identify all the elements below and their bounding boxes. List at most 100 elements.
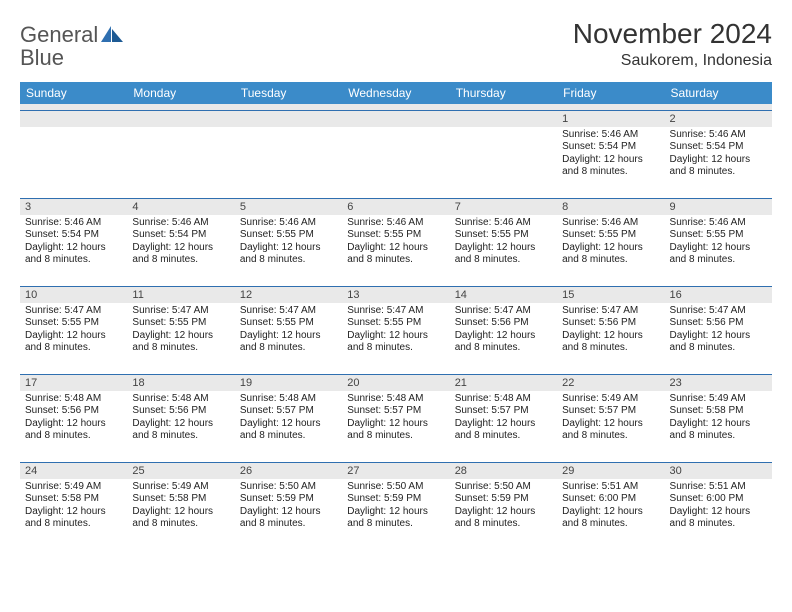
day-info: Sunrise: 5:46 AMSunset: 5:55 PMDaylight:… — [235, 215, 342, 271]
weekday-header: Monday — [127, 82, 234, 104]
weekday-header: Thursday — [450, 82, 557, 104]
day-info: Sunrise: 5:46 AMSunset: 5:54 PMDaylight:… — [127, 215, 234, 271]
logo-sail-icon — [101, 26, 123, 42]
day-number: 15 — [557, 287, 664, 303]
day-cell: 4Sunrise: 5:46 AMSunset: 5:54 PMDaylight… — [127, 198, 234, 286]
day-info: Sunrise: 5:49 AMSunset: 5:58 PMDaylight:… — [127, 479, 234, 535]
day-number: 29 — [557, 463, 664, 479]
day-cell: 5Sunrise: 5:46 AMSunset: 5:55 PMDaylight… — [235, 198, 342, 286]
calendar-row: 24Sunrise: 5:49 AMSunset: 5:58 PMDayligh… — [20, 462, 772, 550]
logo-text-2: Blue — [20, 45, 64, 70]
day-number: 6 — [342, 199, 449, 215]
day-info: Sunrise: 5:49 AMSunset: 5:57 PMDaylight:… — [557, 391, 664, 447]
day-cell: 19Sunrise: 5:48 AMSunset: 5:57 PMDayligh… — [235, 374, 342, 462]
day-info: Sunrise: 5:50 AMSunset: 5:59 PMDaylight:… — [235, 479, 342, 535]
day-info: Sunrise: 5:47 AMSunset: 5:56 PMDaylight:… — [450, 303, 557, 359]
day-info: Sunrise: 5:51 AMSunset: 6:00 PMDaylight:… — [665, 479, 772, 535]
day-cell: 16Sunrise: 5:47 AMSunset: 5:56 PMDayligh… — [665, 286, 772, 374]
day-cell: 30Sunrise: 5:51 AMSunset: 6:00 PMDayligh… — [665, 462, 772, 550]
day-cell — [127, 110, 234, 198]
day-cell — [450, 110, 557, 198]
day-cell: 10Sunrise: 5:47 AMSunset: 5:55 PMDayligh… — [20, 286, 127, 374]
day-cell: 2Sunrise: 5:46 AMSunset: 5:54 PMDaylight… — [665, 110, 772, 198]
day-info: Sunrise: 5:47 AMSunset: 5:55 PMDaylight:… — [342, 303, 449, 359]
day-info: Sunrise: 5:49 AMSunset: 5:58 PMDaylight:… — [665, 391, 772, 447]
day-number: 3 — [20, 199, 127, 215]
day-cell: 20Sunrise: 5:48 AMSunset: 5:57 PMDayligh… — [342, 374, 449, 462]
day-cell: 1Sunrise: 5:46 AMSunset: 5:54 PMDaylight… — [557, 110, 664, 198]
day-number: 24 — [20, 463, 127, 479]
calendar-row: 10Sunrise: 5:47 AMSunset: 5:55 PMDayligh… — [20, 286, 772, 374]
day-cell: 9Sunrise: 5:46 AMSunset: 5:55 PMDaylight… — [665, 198, 772, 286]
day-cell — [20, 110, 127, 198]
day-number: 26 — [235, 463, 342, 479]
day-info: Sunrise: 5:48 AMSunset: 5:57 PMDaylight:… — [235, 391, 342, 447]
day-cell: 21Sunrise: 5:48 AMSunset: 5:57 PMDayligh… — [450, 374, 557, 462]
day-cell: 12Sunrise: 5:47 AMSunset: 5:55 PMDayligh… — [235, 286, 342, 374]
logo-text-1: General — [20, 22, 98, 47]
day-cell: 14Sunrise: 5:47 AMSunset: 5:56 PMDayligh… — [450, 286, 557, 374]
day-info: Sunrise: 5:46 AMSunset: 5:55 PMDaylight:… — [450, 215, 557, 271]
calendar-row: 1Sunrise: 5:46 AMSunset: 5:54 PMDaylight… — [20, 110, 772, 198]
title-block: November 2024 Saukorem, Indonesia — [573, 18, 772, 70]
day-cell: 27Sunrise: 5:50 AMSunset: 5:59 PMDayligh… — [342, 462, 449, 550]
header: General Blue November 2024 Saukorem, Ind… — [20, 18, 772, 70]
day-number: 10 — [20, 287, 127, 303]
day-info: Sunrise: 5:47 AMSunset: 5:55 PMDaylight:… — [235, 303, 342, 359]
day-info: Sunrise: 5:47 AMSunset: 5:55 PMDaylight:… — [127, 303, 234, 359]
day-number: 19 — [235, 375, 342, 391]
day-info: Sunrise: 5:46 AMSunset: 5:55 PMDaylight:… — [342, 215, 449, 271]
day-number: 5 — [235, 199, 342, 215]
calendar-row: 17Sunrise: 5:48 AMSunset: 5:56 PMDayligh… — [20, 374, 772, 462]
day-cell: 18Sunrise: 5:48 AMSunset: 5:56 PMDayligh… — [127, 374, 234, 462]
day-cell: 15Sunrise: 5:47 AMSunset: 5:56 PMDayligh… — [557, 286, 664, 374]
day-cell: 8Sunrise: 5:46 AMSunset: 5:55 PMDaylight… — [557, 198, 664, 286]
day-number: 14 — [450, 287, 557, 303]
day-info: Sunrise: 5:48 AMSunset: 5:57 PMDaylight:… — [450, 391, 557, 447]
day-number: 18 — [127, 375, 234, 391]
day-number: 22 — [557, 375, 664, 391]
day-number: 21 — [450, 375, 557, 391]
day-cell: 23Sunrise: 5:49 AMSunset: 5:58 PMDayligh… — [665, 374, 772, 462]
day-number: 11 — [127, 287, 234, 303]
month-title: November 2024 — [573, 18, 772, 50]
day-info: Sunrise: 5:47 AMSunset: 5:56 PMDaylight:… — [665, 303, 772, 359]
day-info: Sunrise: 5:50 AMSunset: 5:59 PMDaylight:… — [450, 479, 557, 535]
day-info: Sunrise: 5:48 AMSunset: 5:56 PMDaylight:… — [127, 391, 234, 447]
day-info: Sunrise: 5:46 AMSunset: 5:55 PMDaylight:… — [557, 215, 664, 271]
day-info: Sunrise: 5:47 AMSunset: 5:56 PMDaylight:… — [557, 303, 664, 359]
weekday-header-row: SundayMondayTuesdayWednesdayThursdayFrid… — [20, 82, 772, 104]
day-number: 1 — [557, 111, 664, 127]
day-cell: 3Sunrise: 5:46 AMSunset: 5:54 PMDaylight… — [20, 198, 127, 286]
day-number: 12 — [235, 287, 342, 303]
day-info: Sunrise: 5:48 AMSunset: 5:56 PMDaylight:… — [20, 391, 127, 447]
logo-text: General Blue — [20, 24, 98, 70]
day-cell: 26Sunrise: 5:50 AMSunset: 5:59 PMDayligh… — [235, 462, 342, 550]
day-cell: 28Sunrise: 5:50 AMSunset: 5:59 PMDayligh… — [450, 462, 557, 550]
day-info: Sunrise: 5:51 AMSunset: 6:00 PMDaylight:… — [557, 479, 664, 535]
weekday-header: Friday — [557, 82, 664, 104]
day-info: Sunrise: 5:48 AMSunset: 5:57 PMDaylight:… — [342, 391, 449, 447]
day-cell — [235, 110, 342, 198]
day-info: Sunrise: 5:46 AMSunset: 5:55 PMDaylight:… — [665, 215, 772, 271]
day-info: Sunrise: 5:46 AMSunset: 5:54 PMDaylight:… — [665, 127, 772, 183]
day-number: 8 — [557, 199, 664, 215]
day-number: 23 — [665, 375, 772, 391]
weekday-header: Saturday — [665, 82, 772, 104]
day-number: 25 — [127, 463, 234, 479]
day-cell: 24Sunrise: 5:49 AMSunset: 5:58 PMDayligh… — [20, 462, 127, 550]
day-cell: 17Sunrise: 5:48 AMSunset: 5:56 PMDayligh… — [20, 374, 127, 462]
day-number: 9 — [665, 199, 772, 215]
location: Saukorem, Indonesia — [573, 52, 772, 70]
day-cell: 13Sunrise: 5:47 AMSunset: 5:55 PMDayligh… — [342, 286, 449, 374]
day-number: 13 — [342, 287, 449, 303]
day-cell: 29Sunrise: 5:51 AMSunset: 6:00 PMDayligh… — [557, 462, 664, 550]
day-cell — [342, 110, 449, 198]
day-number: 27 — [342, 463, 449, 479]
day-info: Sunrise: 5:46 AMSunset: 5:54 PMDaylight:… — [557, 127, 664, 183]
day-number: 2 — [665, 111, 772, 127]
weekday-header: Tuesday — [235, 82, 342, 104]
calendar-table: SundayMondayTuesdayWednesdayThursdayFrid… — [20, 82, 772, 550]
day-number: 20 — [342, 375, 449, 391]
calendar-row: 3Sunrise: 5:46 AMSunset: 5:54 PMDaylight… — [20, 198, 772, 286]
